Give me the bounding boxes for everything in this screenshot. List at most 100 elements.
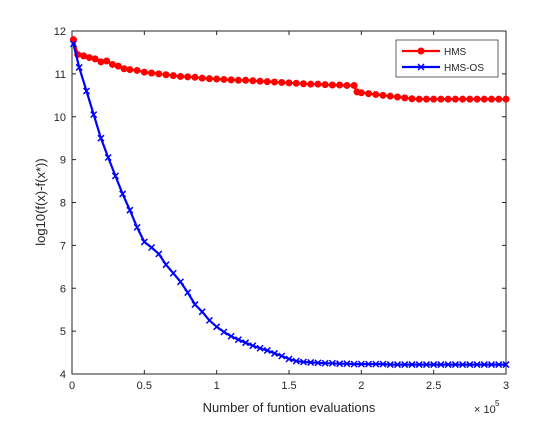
legend: HMS HMS-OS bbox=[395, 39, 499, 78]
data-point-hms-os bbox=[437, 361, 445, 369]
data-point-hms-os bbox=[249, 342, 257, 350]
y-tick-label: 6 bbox=[60, 283, 66, 295]
data-point-hms bbox=[85, 54, 93, 62]
x-tick-label: 0.5 bbox=[137, 380, 152, 392]
legend-marker-hms-os bbox=[417, 63, 425, 71]
data-point-hms-os bbox=[198, 308, 206, 316]
data-point-hms-os bbox=[393, 361, 402, 369]
data-point-hms-os bbox=[119, 190, 127, 198]
y-tick-label: 10 bbox=[54, 112, 66, 124]
y-tick-label: 9 bbox=[60, 155, 66, 167]
data-point-hms bbox=[177, 72, 184, 80]
data-point-hms-os bbox=[415, 361, 423, 369]
data-point-hms bbox=[220, 75, 228, 83]
data-point-hms-os bbox=[176, 278, 185, 286]
x-tick-label: 2 bbox=[358, 380, 364, 392]
data-point-hms-os bbox=[336, 360, 344, 368]
data-point-hms-os bbox=[343, 360, 351, 368]
data-point-hms-os bbox=[205, 316, 213, 324]
data-point-hms bbox=[415, 95, 423, 103]
data-point-hms bbox=[292, 79, 300, 87]
data-point-hms-os bbox=[97, 134, 105, 142]
data-point-hms bbox=[365, 90, 373, 98]
data-point-hms bbox=[227, 76, 235, 84]
data-point-hms-os bbox=[256, 344, 264, 352]
x-tick-label: 3 bbox=[503, 380, 509, 392]
data-point-hms-os bbox=[271, 349, 279, 357]
data-point-hms bbox=[263, 78, 271, 86]
data-point-hms bbox=[451, 95, 459, 103]
data-point-hms bbox=[372, 90, 380, 98]
data-point-hms-os bbox=[466, 361, 474, 369]
data-point-hms bbox=[422, 95, 430, 103]
data-point-hms bbox=[184, 73, 192, 81]
data-point-hms-os bbox=[278, 352, 286, 360]
data-point-hms bbox=[437, 95, 445, 103]
data-point-hms bbox=[133, 66, 141, 74]
data-point-hms-os bbox=[140, 238, 148, 246]
y-tick-label: 4 bbox=[60, 369, 66, 381]
data-point-hms bbox=[191, 73, 199, 81]
x-tick-label: 0 bbox=[69, 380, 75, 392]
legend-label-hms-os: HMS-OS bbox=[444, 63, 484, 74]
data-point-hms bbox=[459, 95, 467, 103]
data-point-hms-os bbox=[502, 361, 510, 369]
y-axis-title: log10(f(x)-f(x*)) bbox=[33, 158, 48, 245]
y-tick-label: 5 bbox=[60, 326, 66, 338]
data-point-hms bbox=[430, 95, 438, 103]
data-point-hms bbox=[126, 66, 134, 74]
series-line-hms bbox=[72, 39, 506, 101]
series-group bbox=[69, 36, 510, 369]
y-tick-label: 11 bbox=[55, 69, 66, 81]
data-point-hms bbox=[91, 55, 99, 63]
data-point-hms-os bbox=[191, 301, 199, 309]
data-point-hms-os bbox=[263, 346, 271, 354]
data-point-hms bbox=[495, 95, 503, 103]
data-point-hms-os bbox=[386, 361, 394, 369]
y-tick-label: 8 bbox=[60, 198, 66, 210]
data-point-hms bbox=[198, 74, 206, 82]
data-point-hms bbox=[444, 95, 452, 103]
y-tick-label: 7 bbox=[60, 240, 66, 252]
data-point-hms bbox=[242, 76, 250, 84]
data-point-hms bbox=[314, 80, 322, 88]
data-point-hms-os bbox=[401, 361, 409, 369]
data-point-hms bbox=[357, 89, 365, 97]
data-point-hms-os bbox=[242, 339, 250, 347]
data-point-hms bbox=[271, 78, 279, 86]
axis-ticks: 0 0.5 1 1.5 2 2.5 3 4 5 6 7 8 9 10 11 12 bbox=[54, 26, 509, 392]
data-point-hms-os bbox=[444, 361, 452, 369]
data-point-hms-os bbox=[104, 153, 112, 162]
data-point-hms-os bbox=[495, 361, 503, 369]
x-tick-label: 2.5 bbox=[426, 380, 441, 392]
data-point-hms bbox=[109, 60, 117, 68]
data-point-hms bbox=[386, 92, 394, 100]
data-point-hms-os bbox=[379, 360, 387, 368]
data-point-hms-os bbox=[422, 361, 430, 369]
data-point-hms bbox=[321, 81, 329, 89]
data-point-hms bbox=[213, 75, 221, 83]
x-multiplier-label: × 10 bbox=[474, 404, 496, 416]
plot-area bbox=[71, 30, 507, 375]
data-point-hms-os bbox=[75, 63, 83, 71]
data-point-hms-os bbox=[111, 172, 119, 180]
data-point-hms-os bbox=[90, 111, 98, 119]
data-point-hms bbox=[473, 95, 481, 103]
series-hms bbox=[69, 36, 510, 103]
data-point-hms bbox=[114, 62, 122, 70]
data-point-hms-os bbox=[307, 358, 315, 366]
data-point-hms-os bbox=[314, 359, 322, 367]
data-point-hms bbox=[379, 91, 387, 99]
data-point-hms-os bbox=[148, 243, 156, 252]
data-point-hms-os bbox=[220, 328, 228, 336]
data-point-hms-os bbox=[473, 361, 481, 369]
data-point-hms bbox=[256, 77, 264, 85]
data-point-hms-os bbox=[82, 87, 90, 95]
x-multiplier-exponent: 5 bbox=[495, 399, 500, 408]
data-point-hms-os bbox=[299, 358, 307, 366]
data-point-hms-os bbox=[350, 360, 358, 368]
x-tick-label: 1.5 bbox=[281, 380, 296, 392]
data-point-hms bbox=[249, 77, 257, 85]
